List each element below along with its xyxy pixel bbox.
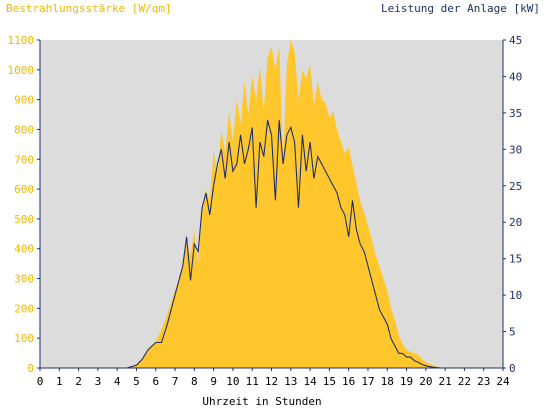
left-tick-label: 600: [14, 183, 34, 196]
left-tick-label: 200: [14, 302, 34, 315]
irradiance-area: [40, 40, 503, 368]
x-tick-label: 13: [284, 375, 297, 388]
x-tick-label: 21: [439, 375, 452, 388]
x-tick-label: 1: [56, 375, 63, 388]
x-tick-label: 19: [400, 375, 413, 388]
left-tick-label: 0: [27, 362, 34, 375]
x-tick-label: 11: [246, 375, 259, 388]
left-y-ticks: 0 100 200 300 400 500 600 700 800 900 1000 1100: [8, 34, 40, 375]
left-tick-label: 700: [14, 153, 34, 166]
x-tick-label: 2: [75, 375, 82, 388]
x-tick-label: 16: [342, 375, 355, 388]
right-tick-label: 25: [509, 180, 522, 193]
left-tick-label: 900: [14, 94, 34, 107]
power-line-layer: [40, 120, 503, 369]
left-tick-label: 300: [14, 273, 34, 286]
irradiance-area-layer: [40, 40, 503, 368]
left-tick-label: 1000: [8, 64, 35, 77]
right-y-ticks: 0 5 10 15 20 25 30 35 40 45: [503, 34, 522, 375]
x-tick-label: 17: [361, 375, 374, 388]
x-tick-label: 12: [265, 375, 278, 388]
x-tick-label: 9: [210, 375, 217, 388]
right-tick-label: 5: [509, 326, 516, 339]
right-tick-label: 40: [509, 70, 522, 83]
right-tick-label: 35: [509, 107, 522, 120]
x-ticks: 0 1 2 3 4 5 6 7 8 9 10 11 12 13 14 15 16 17 18 19 20 21 22 23 24: [37, 368, 510, 388]
left-tick-label: 800: [14, 123, 34, 136]
left-tick-label: 1100: [8, 34, 35, 47]
right-tick-label: 30: [509, 143, 522, 156]
x-tick-label: 23: [477, 375, 490, 388]
left-tick-label: 500: [14, 213, 34, 226]
x-tick-label: 24: [496, 375, 510, 388]
right-axis-title: Leistung der Anlage [kW]: [381, 2, 540, 15]
x-tick-label: 18: [381, 375, 394, 388]
x-tick-label: 15: [323, 375, 336, 388]
x-tick-label: 3: [95, 375, 102, 388]
right-tick-label: 10: [509, 289, 522, 302]
x-tick-label: 5: [133, 375, 140, 388]
right-tick-label: 20: [509, 216, 522, 229]
x-tick-label: 22: [458, 375, 471, 388]
x-axis-label: Uhrzeit in Stunden: [202, 395, 321, 408]
right-tick-label: 45: [509, 34, 522, 47]
x-tick-label: 6: [152, 375, 159, 388]
x-tick-label: 20: [419, 375, 432, 388]
x-tick-label: 4: [114, 375, 121, 388]
x-tick-label: 10: [226, 375, 239, 388]
x-tick-label: 0: [37, 375, 44, 388]
x-tick-label: 7: [172, 375, 179, 388]
right-tick-label: 0: [509, 362, 516, 375]
left-tick-label: 400: [14, 243, 34, 256]
x-tick-label: 14: [303, 375, 317, 388]
power-line: [40, 120, 503, 369]
left-tick-label: 100: [14, 332, 34, 345]
x-tick-label: 8: [191, 375, 198, 388]
left-axis-title: Bestrahlungsstärke [W/qm]: [6, 2, 172, 15]
right-tick-label: 15: [509, 253, 522, 266]
